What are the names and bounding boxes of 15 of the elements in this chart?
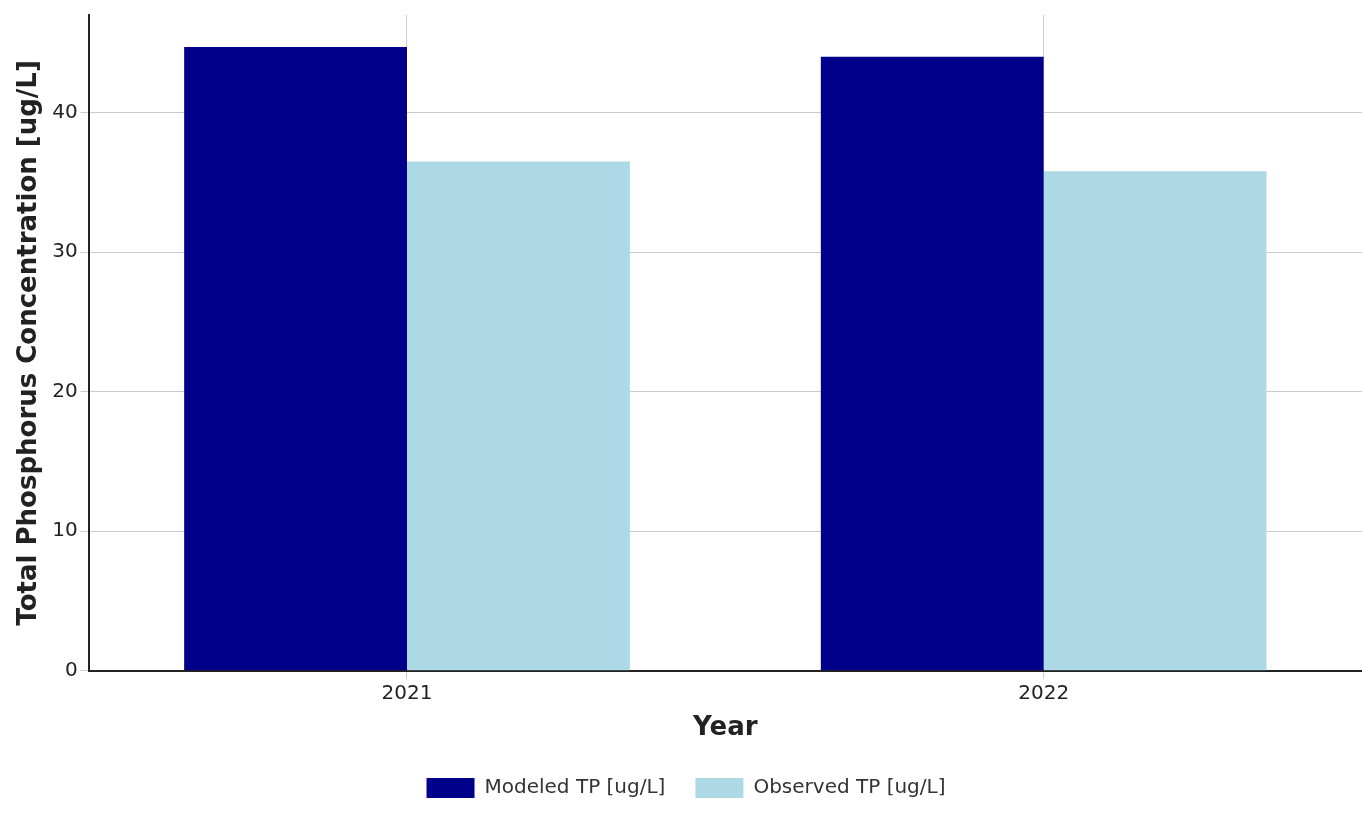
legend-label: Modeled TP [ug/L]	[484, 774, 666, 799]
y-tick-label: 30	[52, 238, 78, 263]
y-tick-label: 10	[52, 517, 78, 542]
bar	[820, 56, 1044, 671]
bar	[184, 47, 407, 671]
y-axis-title: Total Phosphorus Concentration [ug/L]	[12, 60, 43, 626]
bar	[1043, 171, 1267, 671]
y-tick-label: 20	[52, 377, 78, 402]
y-tick-label: 40	[52, 98, 78, 123]
x-tick-label: 2021	[381, 680, 433, 704]
y-tick-label: 0	[64, 657, 78, 681]
x-axis-title: Year	[692, 711, 758, 742]
legend-label: Observed TP [ug/L]	[753, 774, 946, 799]
bar	[406, 161, 630, 671]
x-tick-label: 2022	[1018, 680, 1070, 704]
